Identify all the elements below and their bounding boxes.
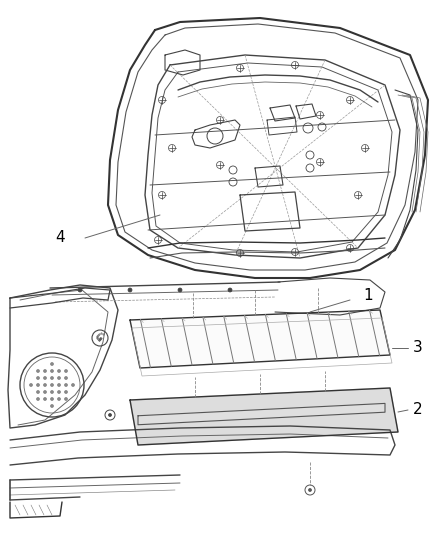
Text: 3: 3 [413, 341, 423, 356]
Circle shape [57, 369, 60, 373]
Circle shape [57, 384, 60, 386]
Text: 2: 2 [413, 402, 423, 417]
Circle shape [57, 376, 60, 379]
Circle shape [64, 369, 67, 373]
Circle shape [36, 391, 39, 393]
Circle shape [36, 376, 39, 379]
Circle shape [178, 288, 182, 292]
Circle shape [308, 489, 311, 491]
Polygon shape [138, 403, 385, 425]
Circle shape [43, 391, 46, 393]
Circle shape [50, 369, 53, 373]
Circle shape [64, 376, 67, 379]
Circle shape [50, 398, 53, 400]
Circle shape [57, 391, 60, 393]
Text: 4: 4 [55, 230, 65, 246]
Circle shape [50, 362, 53, 366]
Circle shape [43, 369, 46, 373]
Circle shape [43, 376, 46, 379]
Circle shape [64, 391, 67, 393]
Circle shape [128, 288, 132, 292]
Circle shape [43, 384, 46, 386]
Circle shape [64, 398, 67, 400]
Circle shape [29, 384, 32, 386]
Polygon shape [130, 310, 390, 368]
Polygon shape [130, 388, 398, 445]
Circle shape [64, 384, 67, 386]
Polygon shape [130, 388, 398, 445]
Circle shape [36, 369, 39, 373]
Circle shape [36, 384, 39, 386]
Circle shape [50, 376, 53, 379]
Circle shape [57, 398, 60, 400]
Circle shape [36, 398, 39, 400]
Circle shape [50, 391, 53, 393]
Circle shape [50, 384, 53, 386]
Circle shape [50, 405, 53, 408]
Circle shape [71, 384, 74, 386]
Circle shape [228, 288, 232, 292]
Circle shape [43, 398, 46, 400]
Text: 1: 1 [363, 287, 373, 303]
Circle shape [78, 288, 82, 292]
Circle shape [109, 414, 112, 416]
